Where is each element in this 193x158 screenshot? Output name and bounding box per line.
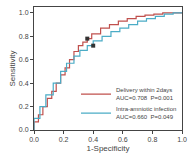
svg-text:Intra-amniotic infectionAUC=0.: Intra-amniotic infectionAUC=0.660 P=0.04… bbox=[116, 106, 176, 120]
svg-text:0.6: 0.6 bbox=[118, 136, 128, 143]
svg-text:0.2: 0.2 bbox=[59, 136, 69, 143]
svg-text:1.0: 1.0 bbox=[19, 9, 29, 16]
svg-text:0.6: 0.6 bbox=[19, 56, 29, 63]
svg-text:0.4: 0.4 bbox=[88, 136, 98, 143]
svg-text:Delivery within 2daysAUC=0.708: Delivery within 2daysAUC=0.708 P=0.001 bbox=[116, 87, 174, 101]
svg-text:0.4: 0.4 bbox=[19, 80, 29, 87]
svg-text:1.0: 1.0 bbox=[177, 136, 187, 143]
svg-text:0.8: 0.8 bbox=[19, 33, 29, 40]
svg-text:0.8: 0.8 bbox=[148, 136, 158, 143]
svg-text:Sensitivity: Sensitivity bbox=[8, 50, 17, 86]
svg-text:1-Specificity: 1-Specificity bbox=[86, 144, 129, 153]
svg-text:0.0: 0.0 bbox=[19, 126, 29, 133]
svg-text:0.0: 0.0 bbox=[29, 136, 39, 143]
svg-text:0.2: 0.2 bbox=[19, 103, 29, 110]
